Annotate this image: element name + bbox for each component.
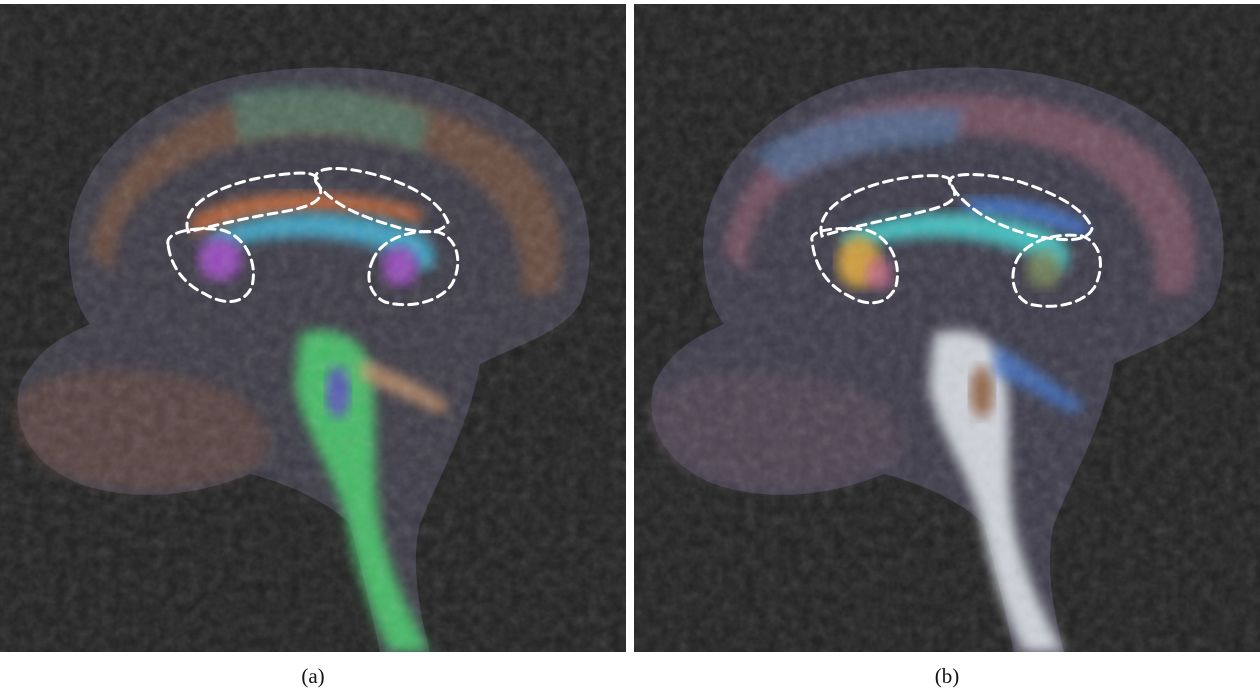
roi-anterior-body <box>819 174 956 238</box>
roi-posterior-body <box>947 172 1094 242</box>
roi-splenium <box>367 229 460 307</box>
roi-posterior-body <box>313 167 450 234</box>
fa-map-panel-b <box>634 4 1260 652</box>
caption-a: (a) <box>301 664 325 688</box>
roi-splenium <box>1011 233 1102 308</box>
roi-genu <box>166 227 255 303</box>
fa-map-panel-a <box>0 4 626 652</box>
caption-b: (b) <box>934 664 960 688</box>
noise-texture <box>634 4 1260 652</box>
brain-sagittal-image-b <box>634 4 1260 652</box>
brain-sagittal-image-a <box>0 4 626 652</box>
noise-texture <box>0 4 626 652</box>
roi-genu <box>810 226 899 305</box>
